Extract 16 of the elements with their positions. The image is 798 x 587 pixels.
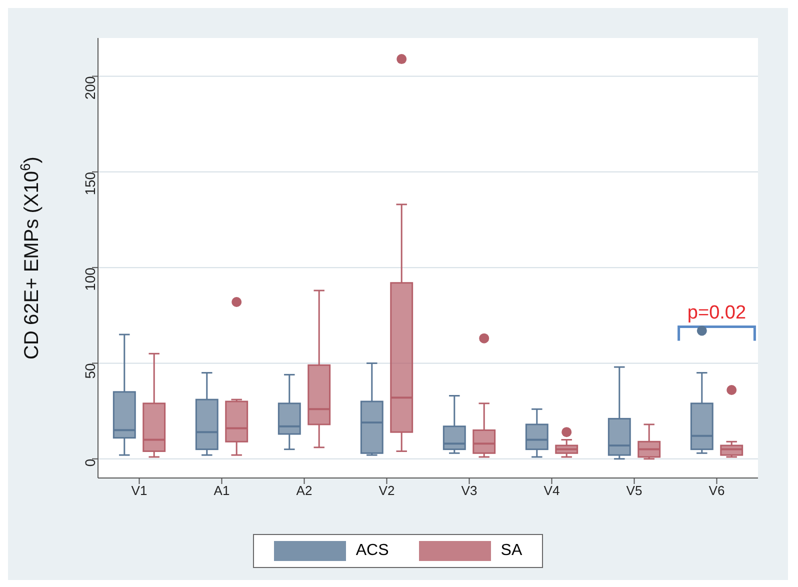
x-tick-label: A1 bbox=[214, 483, 230, 498]
x-tick-label: V6 bbox=[708, 483, 725, 498]
x-tick-label: V1 bbox=[131, 483, 148, 498]
x-tick-label: V2 bbox=[378, 483, 395, 498]
y-tick-label: 200 bbox=[82, 76, 98, 100]
legend-label: ACS bbox=[356, 542, 389, 560]
y-tick-label: 50 bbox=[82, 363, 98, 379]
y-tick-label: 150 bbox=[82, 172, 98, 196]
annotation: p=0.02 bbox=[687, 302, 746, 324]
x-tick-label: V5 bbox=[626, 483, 642, 498]
legend-label: SA bbox=[500, 542, 522, 560]
x-tick-label: V4 bbox=[544, 483, 560, 498]
x-tick-label: V3 bbox=[461, 483, 478, 498]
y-tick-label: 100 bbox=[82, 267, 98, 291]
x-tick-label: A2 bbox=[296, 483, 312, 498]
y-tick-label: 0 bbox=[82, 458, 98, 467]
